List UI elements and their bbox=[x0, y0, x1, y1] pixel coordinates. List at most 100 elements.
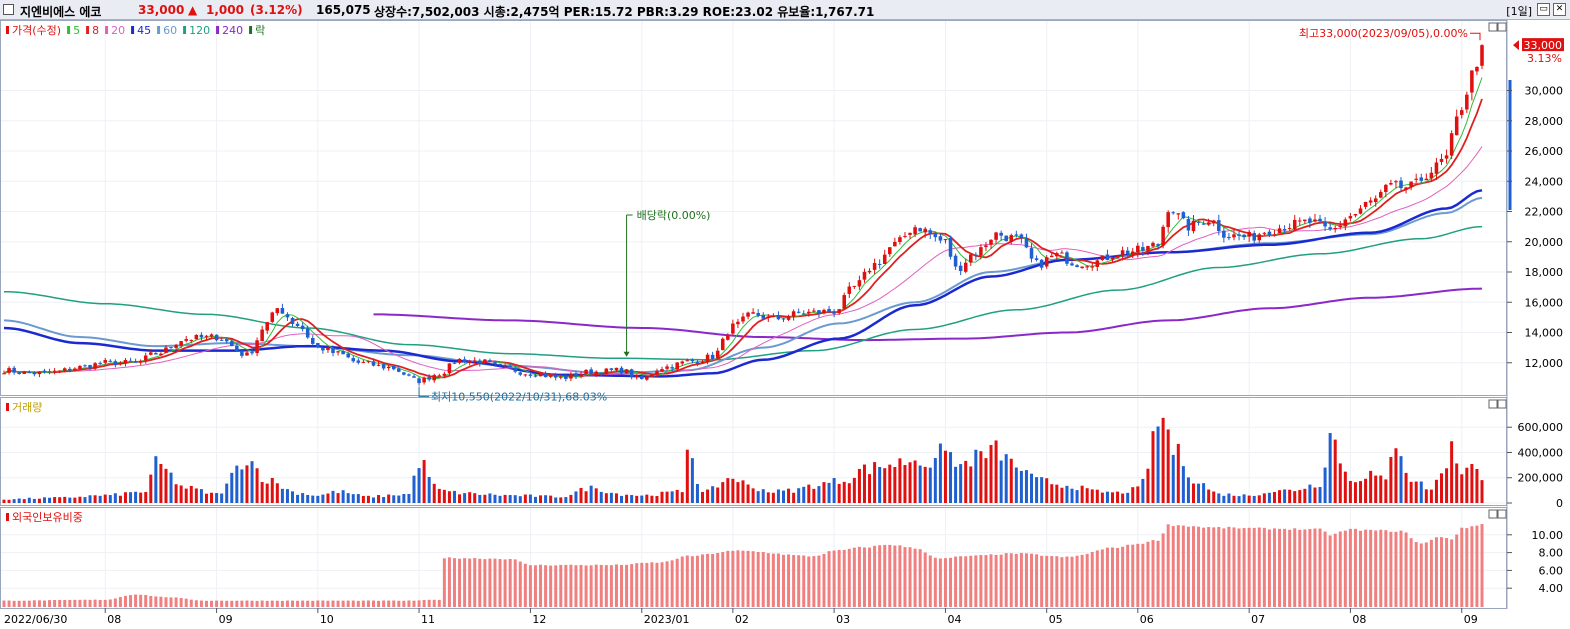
volume-bar bbox=[1242, 494, 1246, 503]
volume-bar bbox=[943, 450, 947, 503]
candle-body bbox=[391, 366, 396, 370]
foreign-ratio-bar bbox=[1030, 553, 1034, 607]
volume-bar bbox=[306, 494, 310, 503]
candle-body bbox=[1475, 66, 1479, 72]
candle-body bbox=[1338, 225, 1343, 228]
candle-body bbox=[1009, 235, 1014, 242]
volume-bar bbox=[452, 490, 456, 503]
close-icon[interactable]: ✕ bbox=[1553, 3, 1566, 16]
volume-bar bbox=[210, 492, 214, 503]
foreign-ratio-bar bbox=[589, 565, 593, 607]
volume-bar bbox=[1475, 468, 1479, 503]
volume-bar bbox=[2, 499, 6, 503]
volume-bar bbox=[296, 494, 300, 503]
candle-body bbox=[513, 368, 517, 372]
candle-body bbox=[1049, 255, 1054, 258]
foreign-ratio-bar bbox=[695, 555, 699, 607]
candle-body bbox=[78, 365, 82, 370]
candle-body bbox=[893, 241, 897, 247]
ma120-line bbox=[3, 225, 1483, 361]
period-selector[interactable]: [1일] bbox=[1506, 5, 1532, 18]
candle-body bbox=[437, 375, 442, 377]
candle-body bbox=[903, 235, 907, 237]
volume-bar bbox=[1379, 475, 1383, 503]
foreign-ratio-bar bbox=[650, 562, 654, 607]
volume-bar bbox=[194, 488, 198, 503]
foreign-ratio-bar bbox=[123, 595, 127, 607]
price-axis-tick-label: 16,000 bbox=[1525, 296, 1564, 309]
volume-bar bbox=[1181, 466, 1185, 503]
foreign-ratio-bar bbox=[1267, 529, 1271, 607]
candle-body bbox=[675, 362, 679, 370]
candle-body bbox=[817, 310, 821, 314]
candle-body bbox=[316, 343, 320, 347]
foreign-ratio-bar bbox=[943, 558, 947, 607]
volume-bar bbox=[771, 492, 775, 503]
foreign-ratio-bar bbox=[210, 600, 214, 607]
panel-maximize-icon bbox=[1497, 22, 1507, 32]
candle-body bbox=[898, 237, 902, 243]
candle-body bbox=[1277, 228, 1282, 233]
volume-bar bbox=[878, 466, 882, 503]
volume-bar bbox=[108, 495, 112, 503]
foreign-ratio-bar bbox=[918, 549, 922, 607]
foreign-ratio-bar bbox=[771, 553, 775, 607]
candle-body bbox=[1429, 172, 1434, 179]
volume-bar bbox=[1060, 487, 1064, 503]
foreign-ratio-bar bbox=[974, 555, 978, 607]
x-tick-label: 04 bbox=[947, 613, 961, 626]
volume-bar bbox=[954, 466, 958, 503]
candle-body bbox=[1029, 248, 1034, 259]
foreign-ratio-bar bbox=[1252, 527, 1256, 607]
candle-body bbox=[1080, 266, 1084, 268]
candle-body bbox=[214, 334, 219, 341]
volume-bar bbox=[22, 499, 26, 503]
foreign-ratio-bar bbox=[392, 600, 396, 607]
foreign-ratio-bar bbox=[22, 600, 26, 607]
volume-bar bbox=[417, 468, 421, 503]
volume-bar bbox=[1480, 480, 1484, 503]
candle-body bbox=[417, 378, 421, 384]
candle-body bbox=[1055, 253, 1059, 257]
candle-body bbox=[341, 350, 345, 355]
candle-body bbox=[650, 374, 654, 377]
volume-axis-tick-label: 600,000 bbox=[1518, 421, 1564, 434]
candle-body bbox=[1247, 231, 1251, 237]
foreign-ratio-bar bbox=[458, 558, 462, 607]
candle-body bbox=[118, 362, 123, 365]
candle-body bbox=[589, 369, 593, 375]
candle-body bbox=[1039, 259, 1044, 268]
volume-bar bbox=[1313, 487, 1317, 503]
foreign-ratio-bar bbox=[1237, 528, 1241, 607]
foreign-ratio-bar bbox=[432, 599, 436, 607]
ma240-line bbox=[373, 287, 1483, 342]
candle-body bbox=[32, 372, 37, 375]
foreign-ratio-bar bbox=[1374, 530, 1378, 607]
volume-bar bbox=[1404, 472, 1408, 503]
restore-icon[interactable]: ▭ bbox=[1537, 3, 1550, 16]
foreign-ratio-bar bbox=[417, 600, 421, 607]
foreign-ratio-bar bbox=[1470, 526, 1474, 607]
candle-body bbox=[791, 311, 796, 317]
foreign-ratio-bar bbox=[1100, 549, 1104, 607]
candle-body bbox=[503, 365, 507, 367]
volume-bar bbox=[129, 492, 133, 503]
price-axis-tick-label: 26,000 bbox=[1525, 145, 1564, 158]
foreign-ratio-bar bbox=[559, 564, 563, 607]
candle-body bbox=[963, 262, 968, 272]
candle-body bbox=[933, 233, 938, 238]
volume-bar bbox=[427, 477, 431, 503]
volume-bar bbox=[149, 474, 153, 503]
candle-body bbox=[209, 334, 214, 337]
candle-body bbox=[862, 271, 867, 280]
checkbox[interactable] bbox=[3, 4, 14, 15]
foreign-ratio-bar bbox=[1146, 541, 1150, 607]
candle-body bbox=[270, 312, 275, 322]
foreign-ratio-bar bbox=[12, 600, 16, 607]
candle-body bbox=[310, 338, 315, 344]
foreign-ratio-bar bbox=[361, 600, 365, 607]
candle-body bbox=[1100, 255, 1105, 260]
candle-body bbox=[761, 315, 766, 319]
foreign-ratio-bar bbox=[311, 600, 315, 607]
candle-body bbox=[726, 334, 730, 340]
